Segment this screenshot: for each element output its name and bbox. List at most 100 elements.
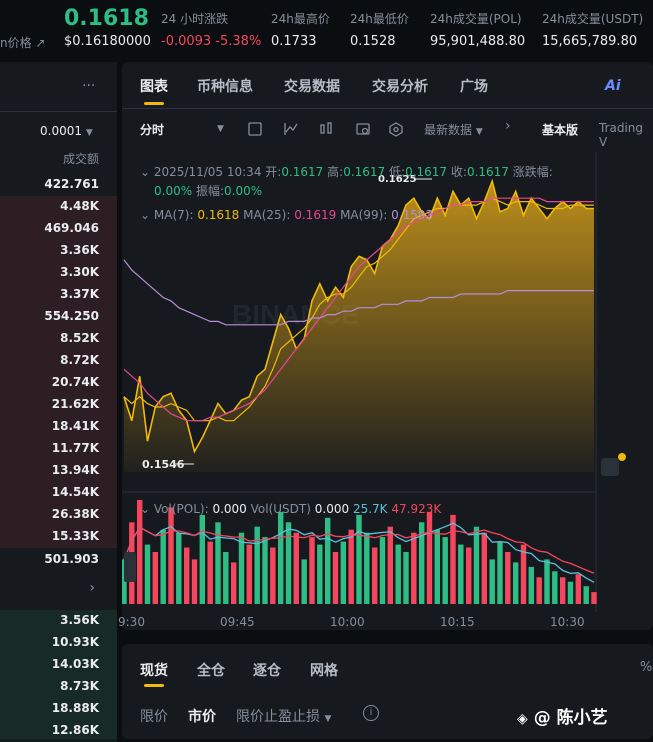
ask-row[interactable]: 18.41K: [0, 416, 117, 438]
volume-bar: [364, 532, 370, 604]
ma25-label: MA(25):: [243, 208, 291, 222]
volume-bar: [231, 562, 237, 604]
tab-isolated[interactable]: 逐仓: [253, 663, 281, 679]
stat-value-low: 0.1528: [350, 34, 396, 49]
volume-bar: [246, 544, 252, 604]
settings-icon[interactable]: [356, 123, 370, 135]
tab-square[interactable]: 广场: [460, 79, 488, 95]
ask-row[interactable]: 469.046: [0, 218, 117, 240]
ask-turnover: 18.41K: [51, 419, 99, 433]
author-watermark: ◈ @ 陈小艺: [517, 708, 608, 728]
volume-bar: [176, 532, 182, 604]
change-label: 涨跌幅:: [512, 165, 553, 179]
volume-bar: [426, 511, 433, 604]
interval-dropdown-icon[interactable]: ▼: [217, 124, 224, 134]
tab-coin-info[interactable]: 币种信息: [197, 79, 253, 95]
calendar-icon[interactable]: [248, 122, 262, 136]
market-header: 0.1618 n价格 ↗ $0.16180000 24 小时涨跌 -0.0093…: [0, 0, 653, 58]
info-icon[interactable]: i: [363, 705, 379, 721]
usd-price: $0.16180000: [64, 34, 151, 49]
ask-turnover: 13.94K: [51, 463, 99, 477]
stat-label-vol-pol: 24h成交量(POL): [430, 12, 522, 26]
volume-bar: [199, 514, 205, 604]
vol-usdt-label: Vol(USDT): [250, 502, 311, 516]
bid-row[interactable]: 3.56K: [0, 610, 117, 632]
bid-row[interactable]: 10.93K: [0, 632, 117, 654]
volume-bar: [395, 544, 401, 604]
ask-row[interactable]: 3.37K: [0, 284, 117, 306]
ask-row[interactable]: 15.33K: [0, 526, 117, 548]
percent-icon[interactable]: %: [640, 660, 653, 675]
order-type-market[interactable]: 市价: [188, 709, 216, 725]
ask-row[interactable]: 554.250: [0, 306, 117, 328]
volume-bar: [262, 537, 268, 604]
close-value: 0.1617: [466, 165, 509, 179]
tab-cross[interactable]: 全仓: [197, 663, 225, 679]
last-price: 0.1618: [64, 6, 149, 31]
tab-trading-data[interactable]: 交易数据: [284, 79, 340, 95]
price-line: [123, 178, 594, 454]
chevron-down-icon[interactable]: ⌄: [140, 165, 151, 179]
order-type-stop-limit[interactable]: 限价止盈止损 ▼: [236, 709, 332, 725]
chevron-down-icon[interactable]: ⌄: [140, 502, 151, 516]
ma25-value: 0.1619: [294, 208, 337, 222]
ask-row[interactable]: 20.74K: [0, 372, 117, 394]
price-chart[interactable]: BINANCE 0.1546 0.1625: [122, 152, 653, 630]
bid-row[interactable]: 12.86K: [0, 720, 117, 742]
tradingview-button[interactable]: Trading V: [599, 121, 644, 149]
volume-bar: [270, 547, 276, 604]
ask-row[interactable]: 21.62K: [0, 394, 117, 416]
close-label: 收:: [450, 165, 467, 179]
chevron-right-icon[interactable]: ›: [89, 580, 95, 596]
chart-tools-icons: [248, 122, 403, 137]
volume-bar: [285, 522, 292, 604]
ask-row[interactable]: 26.38K: [0, 504, 117, 526]
ask-row[interactable]: 3.36K: [0, 240, 117, 262]
ask-turnover: 20.74K: [51, 375, 99, 389]
x-tick-4: 10:30: [550, 615, 585, 629]
basic-version-button[interactable]: 基本版: [542, 123, 579, 137]
ask-row[interactable]: 11.77K: [0, 438, 117, 460]
ask-row[interactable]: 13.94K: [0, 460, 117, 482]
vol-ma10-line: [123, 526, 595, 574]
tab-trading-analysis[interactable]: 交易分析: [372, 79, 428, 95]
ai-icon[interactable]: Ai: [605, 78, 621, 94]
volume-bar: [528, 566, 534, 604]
chevron-down-icon[interactable]: ⌄: [140, 208, 151, 222]
ask-row[interactable]: 8.72K: [0, 350, 117, 372]
more-icon[interactable]: ···: [82, 78, 96, 94]
tab-spot[interactable]: 现货: [140, 663, 168, 679]
ask-turnover: 3.30K: [60, 265, 99, 279]
precision-select[interactable]: 0.0001 ▼: [40, 124, 93, 138]
volume-bar: [442, 537, 448, 604]
volume-bar: [325, 517, 331, 604]
ask-row[interactable]: 4.48K: [0, 196, 117, 218]
bid-turnover: 3.56K: [60, 613, 99, 627]
bid-turnover: 18.88K: [51, 701, 99, 715]
interval-button[interactable]: 分时: [140, 123, 165, 137]
open-label: 开:: [265, 165, 282, 179]
collapse-handle[interactable]: [124, 552, 136, 582]
ask-row[interactable]: 14.54K: [0, 482, 117, 504]
bid-row[interactable]: 8.73K: [0, 676, 117, 698]
ask-turnover: 554.250: [44, 309, 99, 323]
tab-chart[interactable]: 图表: [140, 79, 168, 95]
ask-row[interactable]: 8.52K: [0, 328, 117, 350]
hexagon-icon[interactable]: [389, 122, 403, 137]
chevron-right-icon[interactable]: ›: [505, 118, 511, 134]
vol-pol-label: Vol(POL):: [153, 502, 209, 516]
chart-side-button[interactable]: [601, 458, 619, 476]
latest-data-button[interactable]: 最新数据 ▼: [424, 123, 483, 137]
index-price-link[interactable]: n价格 ↗: [0, 36, 46, 50]
x-tick-1: 09:45: [220, 615, 255, 629]
bid-row[interactable]: 18.88K: [0, 698, 117, 720]
stat-label-high: 24h最高价: [271, 12, 330, 26]
candle-icon[interactable]: [320, 124, 325, 134]
bid-row[interactable]: 14.03K: [0, 654, 117, 676]
tab-grid[interactable]: 网格: [310, 663, 338, 679]
ask-row[interactable]: 3.30K: [0, 262, 117, 284]
order-type-limit[interactable]: 限价: [140, 709, 168, 725]
ask-turnover: 8.52K: [60, 331, 99, 345]
volume-bar: [560, 577, 566, 604]
ask-row[interactable]: 422.761: [0, 174, 117, 196]
